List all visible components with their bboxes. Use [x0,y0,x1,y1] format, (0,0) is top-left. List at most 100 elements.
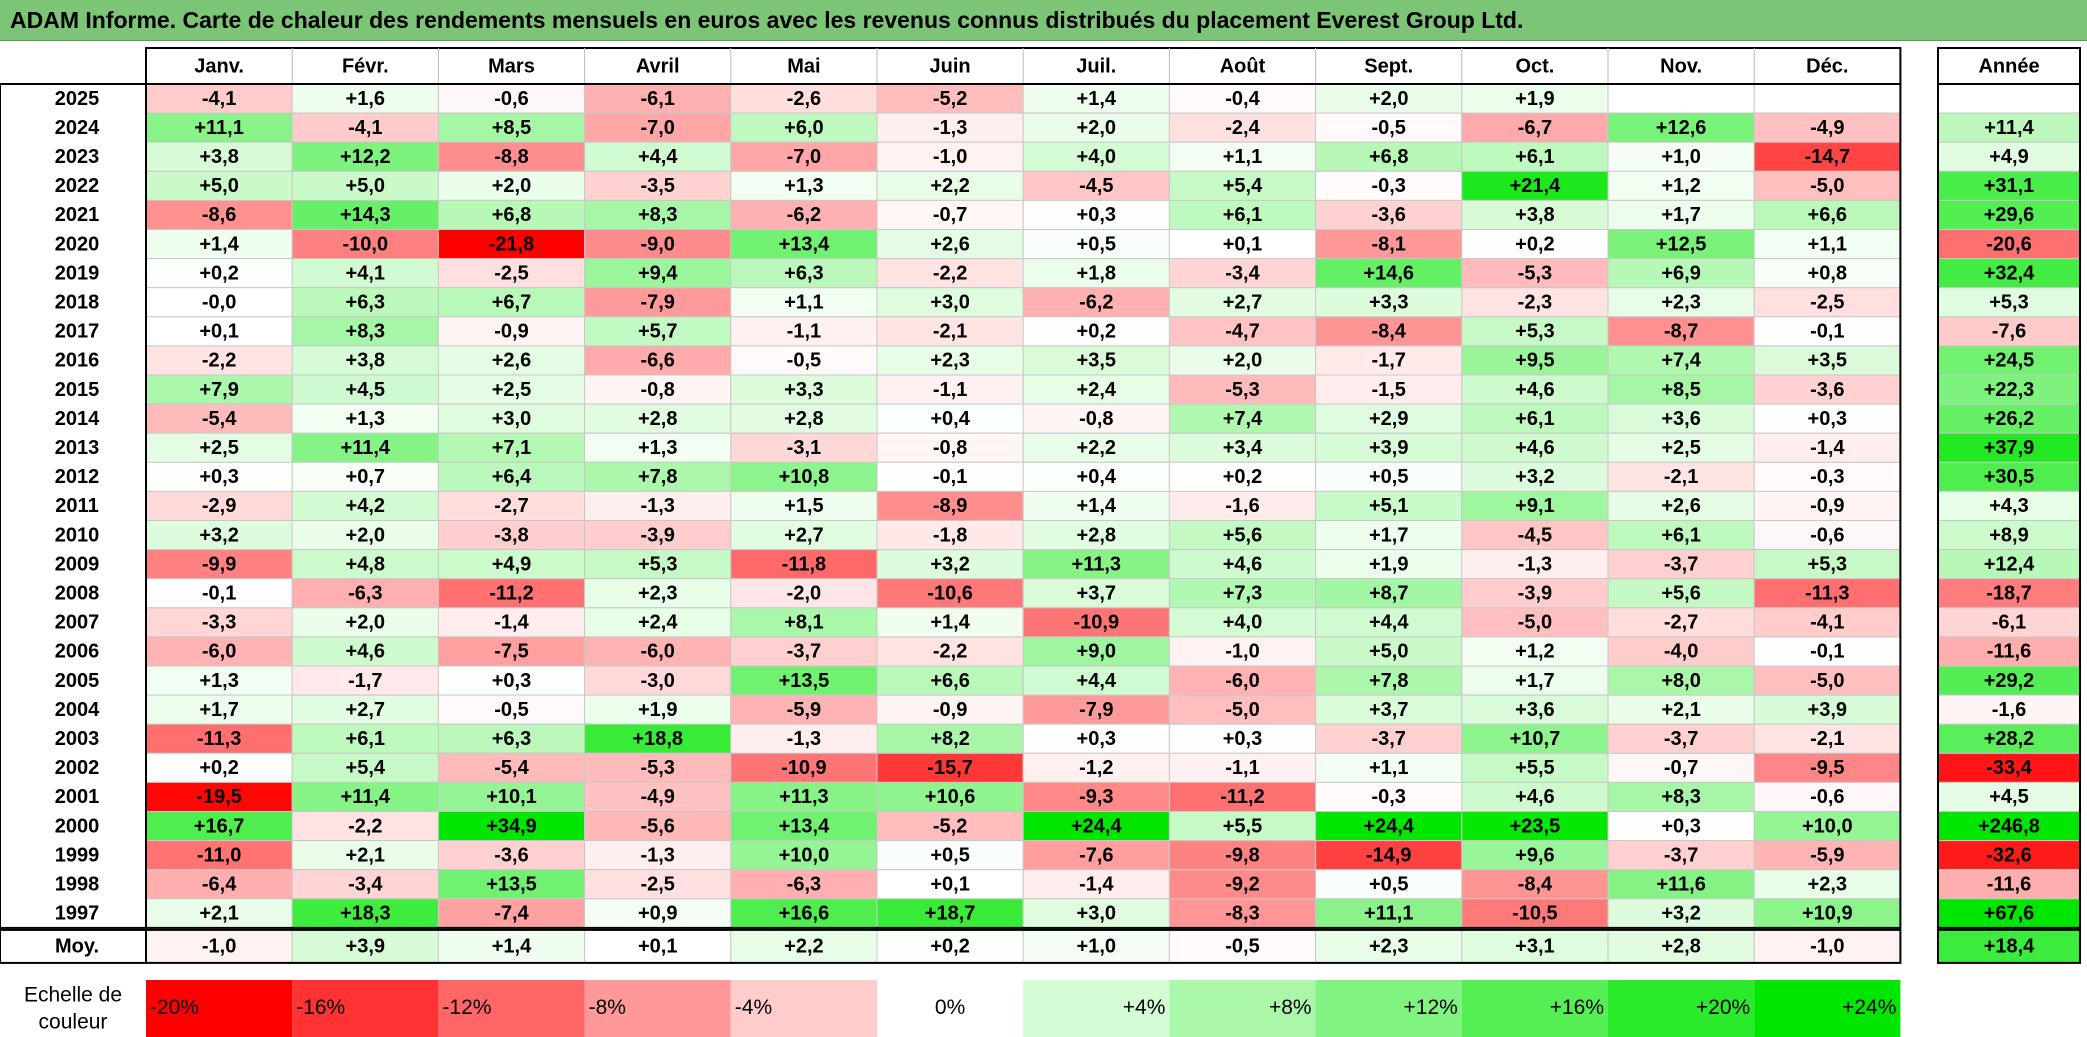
cell-value: +10,1 [486,786,537,808]
annual-column-header: Année [1978,55,2039,77]
cell-value: +3,4 [1223,437,1263,459]
heatmap-cell [1315,345,1463,376]
cell-value: -15,7 [927,757,973,779]
heatmap-cell [584,83,732,114]
row-year-label: 2008 [55,583,100,605]
cell-value: -9,8 [1225,844,1259,866]
cell-value: +9,4 [638,262,678,284]
cell-value: -0,5 [787,350,821,372]
annual-value: -18,7 [1986,583,2032,605]
cell-value: -2,1 [1664,466,1698,488]
annual-value: +29,6 [1984,204,2035,226]
cell-value: -0,5 [494,699,528,721]
heatmap-cell [1753,840,1901,871]
cell-value: -0,9 [494,321,528,343]
cell-value: +14,6 [1363,262,1414,284]
heatmap-cell [1168,723,1317,754]
cell-value: -8,7 [1664,321,1698,343]
heatmap-cell [291,898,439,929]
cell-value: +2,1 [199,903,238,925]
annual-value: +31,1 [1984,175,2035,197]
cell-value: -5,6 [640,815,674,837]
cell-value: +5,6 [1223,524,1262,546]
row-year-label: 2000 [55,815,100,837]
cell-value: -4,9 [1810,117,1844,139]
annual-value: +29,2 [1984,670,2035,692]
heatmap-cell [291,83,439,114]
cell-value: +3,5 [1077,350,1116,372]
cell-value: -1,8 [933,524,967,546]
heatmap-cell [145,520,293,551]
cell-value: +0,1 [1223,233,1262,255]
cell-value: +2,2 [930,175,969,197]
cell-value: -1,5 [1371,379,1405,401]
cell-value: +8,7 [1369,583,1408,605]
cell-value: +3,0 [1077,903,1116,925]
cell-value: +4,5 [346,379,385,401]
heatmap-cell [437,432,586,463]
cell-value: -2,7 [1664,612,1698,634]
heatmap-cell [1168,752,1317,783]
cell-value: -5,4 [202,408,237,430]
average-cell [730,929,878,964]
cell-value: +24,4 [1363,815,1414,837]
row-year-label: 2025 [55,88,100,110]
cell-value: +7,1 [492,437,531,459]
annual-value: +67,6 [1984,903,2035,925]
heatmap-cell [1461,520,1609,551]
annual-cell [1937,840,2081,871]
cell-value: -0,5 [1371,117,1405,139]
heatmap-cell [145,898,293,929]
cell-value: -10,9 [1074,612,1120,634]
cell-value: +3,9 [1808,699,1847,721]
heatmap-cell [1753,811,1901,842]
row-year-label: 2016 [55,350,100,372]
cell-value: -5,0 [1810,175,1844,197]
heatmap-cell [584,345,732,376]
heatmap-cell [1461,83,1609,114]
heatmap-cell [291,723,439,754]
row-year-label: 2006 [55,641,100,663]
annual-cell [1937,112,2081,143]
scale-swatch [1169,980,1316,1037]
heatmap-cell [291,490,439,521]
annual-value: +37,9 [1984,437,2035,459]
cell-value: +1,4 [1077,495,1117,517]
heatmap-cell [876,403,1024,434]
annual-value: -1,6 [1992,699,2026,721]
heatmap-cell [437,578,586,609]
cell-value: +14,3 [340,204,391,226]
annual-value: +22,3 [1984,379,2035,401]
heatmap-cell [876,199,1024,230]
cell-value: +18,3 [340,903,391,925]
heatmap-cell [1461,461,1609,492]
annual-value: -33,4 [1986,757,2032,779]
cell-value: +1,3 [784,175,823,197]
cell-value: +1,6 [346,88,385,110]
cell-value: -4,7 [1225,321,1259,343]
heatmap-cell [730,549,878,580]
cell-value: -5,3 [1225,379,1259,401]
cell-value: -10,0 [343,233,389,255]
cell-value: +4,0 [1223,612,1262,634]
cell-value: -0,9 [933,699,967,721]
row-year-label: 2001 [55,786,100,808]
cell-value: +1,7 [1515,670,1554,692]
cell-value: -6,3 [348,583,382,605]
heatmap-cell [437,170,586,201]
annual-border [1937,83,2081,929]
cell-value: -3,7 [787,641,821,663]
heatmap-cell [876,578,1024,609]
heatmap-cell [145,316,293,347]
cell-value: -0,1 [1810,321,1844,343]
heatmap-cell [584,432,732,463]
scale-step-label: -12% [442,996,491,1019]
cell-value: -3,9 [640,524,674,546]
row-year-label: 1998 [55,874,100,896]
heatmap-cell [730,811,878,842]
cell-value: +6,1 [1515,146,1554,168]
cell-value: -3,4 [348,874,383,896]
cell-value: +5,4 [1223,175,1263,197]
heatmap-cell [291,141,439,172]
heatmap-cell [1168,316,1317,347]
